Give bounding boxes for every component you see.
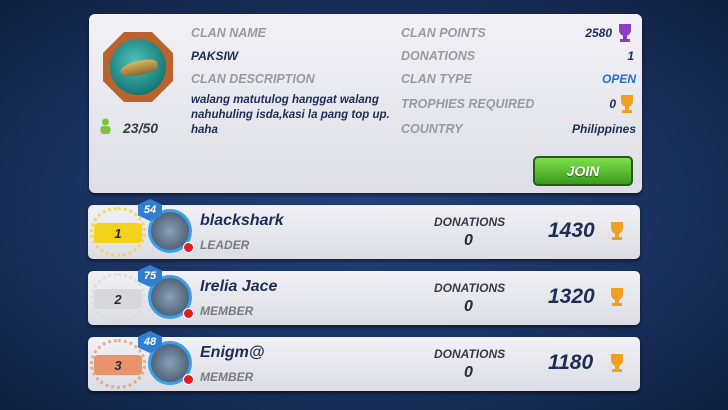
rank-badge: 3 — [94, 355, 142, 375]
clan-type-label: CLAN TYPE — [401, 72, 472, 86]
donations-label: DONATIONS — [434, 347, 506, 361]
level-badge: 48 — [138, 331, 162, 353]
country: Philippines — [571, 122, 636, 136]
player-points: 1430 — [548, 219, 595, 242]
gold-trophy-icon — [611, 354, 623, 372]
clan-description-label: CLAN DESCRIPTION — [191, 72, 315, 86]
trophies-required-label: TROPHIES REQUIRED — [401, 97, 535, 111]
player-name: Enigm@ — [200, 344, 265, 361]
clan-type: OPEN — [601, 72, 636, 86]
member-row[interactable]: 3 48 Enigm@ MEMBER DONATIONS 0 1180 — [88, 331, 640, 391]
donations-label: DONATIONS — [401, 49, 476, 63]
player-name: Irelia Jace — [200, 278, 278, 295]
level-badge: 75 — [138, 265, 162, 287]
level-badge: 54 — [138, 199, 162, 221]
clan-name-label: CLAN NAME — [191, 26, 266, 40]
player-points: 1180 — [548, 351, 594, 374]
rank-badge: 2 — [94, 289, 142, 309]
status-dot — [183, 242, 194, 253]
player-role: MEMBER — [200, 304, 254, 318]
donations-value: 0 — [464, 298, 473, 315]
status-dot — [183, 308, 194, 319]
laurel-icon — [90, 207, 146, 257]
status-dot — [183, 374, 194, 385]
player-points: 1320 — [548, 285, 595, 308]
donations-value: 0 — [464, 364, 473, 381]
clan-points-label: CLAN POINTS — [401, 26, 486, 40]
donations-label: DONATIONS — [434, 215, 506, 229]
gold-trophy-icon — [621, 95, 633, 113]
donations-value: 0 — [464, 232, 473, 249]
country-label: COUNTRY — [401, 122, 463, 136]
clan-emblem — [103, 32, 173, 102]
fish-icon — [118, 57, 160, 79]
clan-description: walang matutulog hanggat walang nahuhuli… — [191, 94, 390, 136]
member-icon — [100, 118, 111, 134]
purple-trophy-icon — [619, 24, 631, 42]
clan-points: 2580 — [585, 26, 612, 40]
member-row[interactable]: 1 54 blackshark LEADER DONATIONS 0 1430 — [88, 199, 640, 259]
member-row[interactable]: 2 75 Irelia Jace MEMBER DONATIONS 0 1320 — [88, 265, 640, 325]
laurel-icon — [90, 273, 146, 323]
player-role: LEADER — [200, 238, 250, 252]
join-button[interactable]: JOIN — [533, 156, 633, 186]
clan-info-panel: 23/50 CLAN NAME PAKSIW CLAN DESCRIPTION … — [89, 14, 642, 193]
member-count: 23/50 — [123, 120, 159, 136]
trophies-required: 0 — [609, 97, 616, 111]
donations-value: 1 — [627, 49, 634, 63]
player-name: blackshark — [200, 212, 284, 229]
gold-trophy-icon — [611, 222, 623, 240]
laurel-icon — [90, 339, 146, 389]
clan-name: PAKSIW — [191, 49, 239, 63]
player-role: MEMBER — [200, 370, 254, 384]
gold-trophy-icon — [611, 288, 623, 306]
rank-badge: 1 — [94, 223, 142, 243]
donations-label: DONATIONS — [434, 281, 506, 295]
